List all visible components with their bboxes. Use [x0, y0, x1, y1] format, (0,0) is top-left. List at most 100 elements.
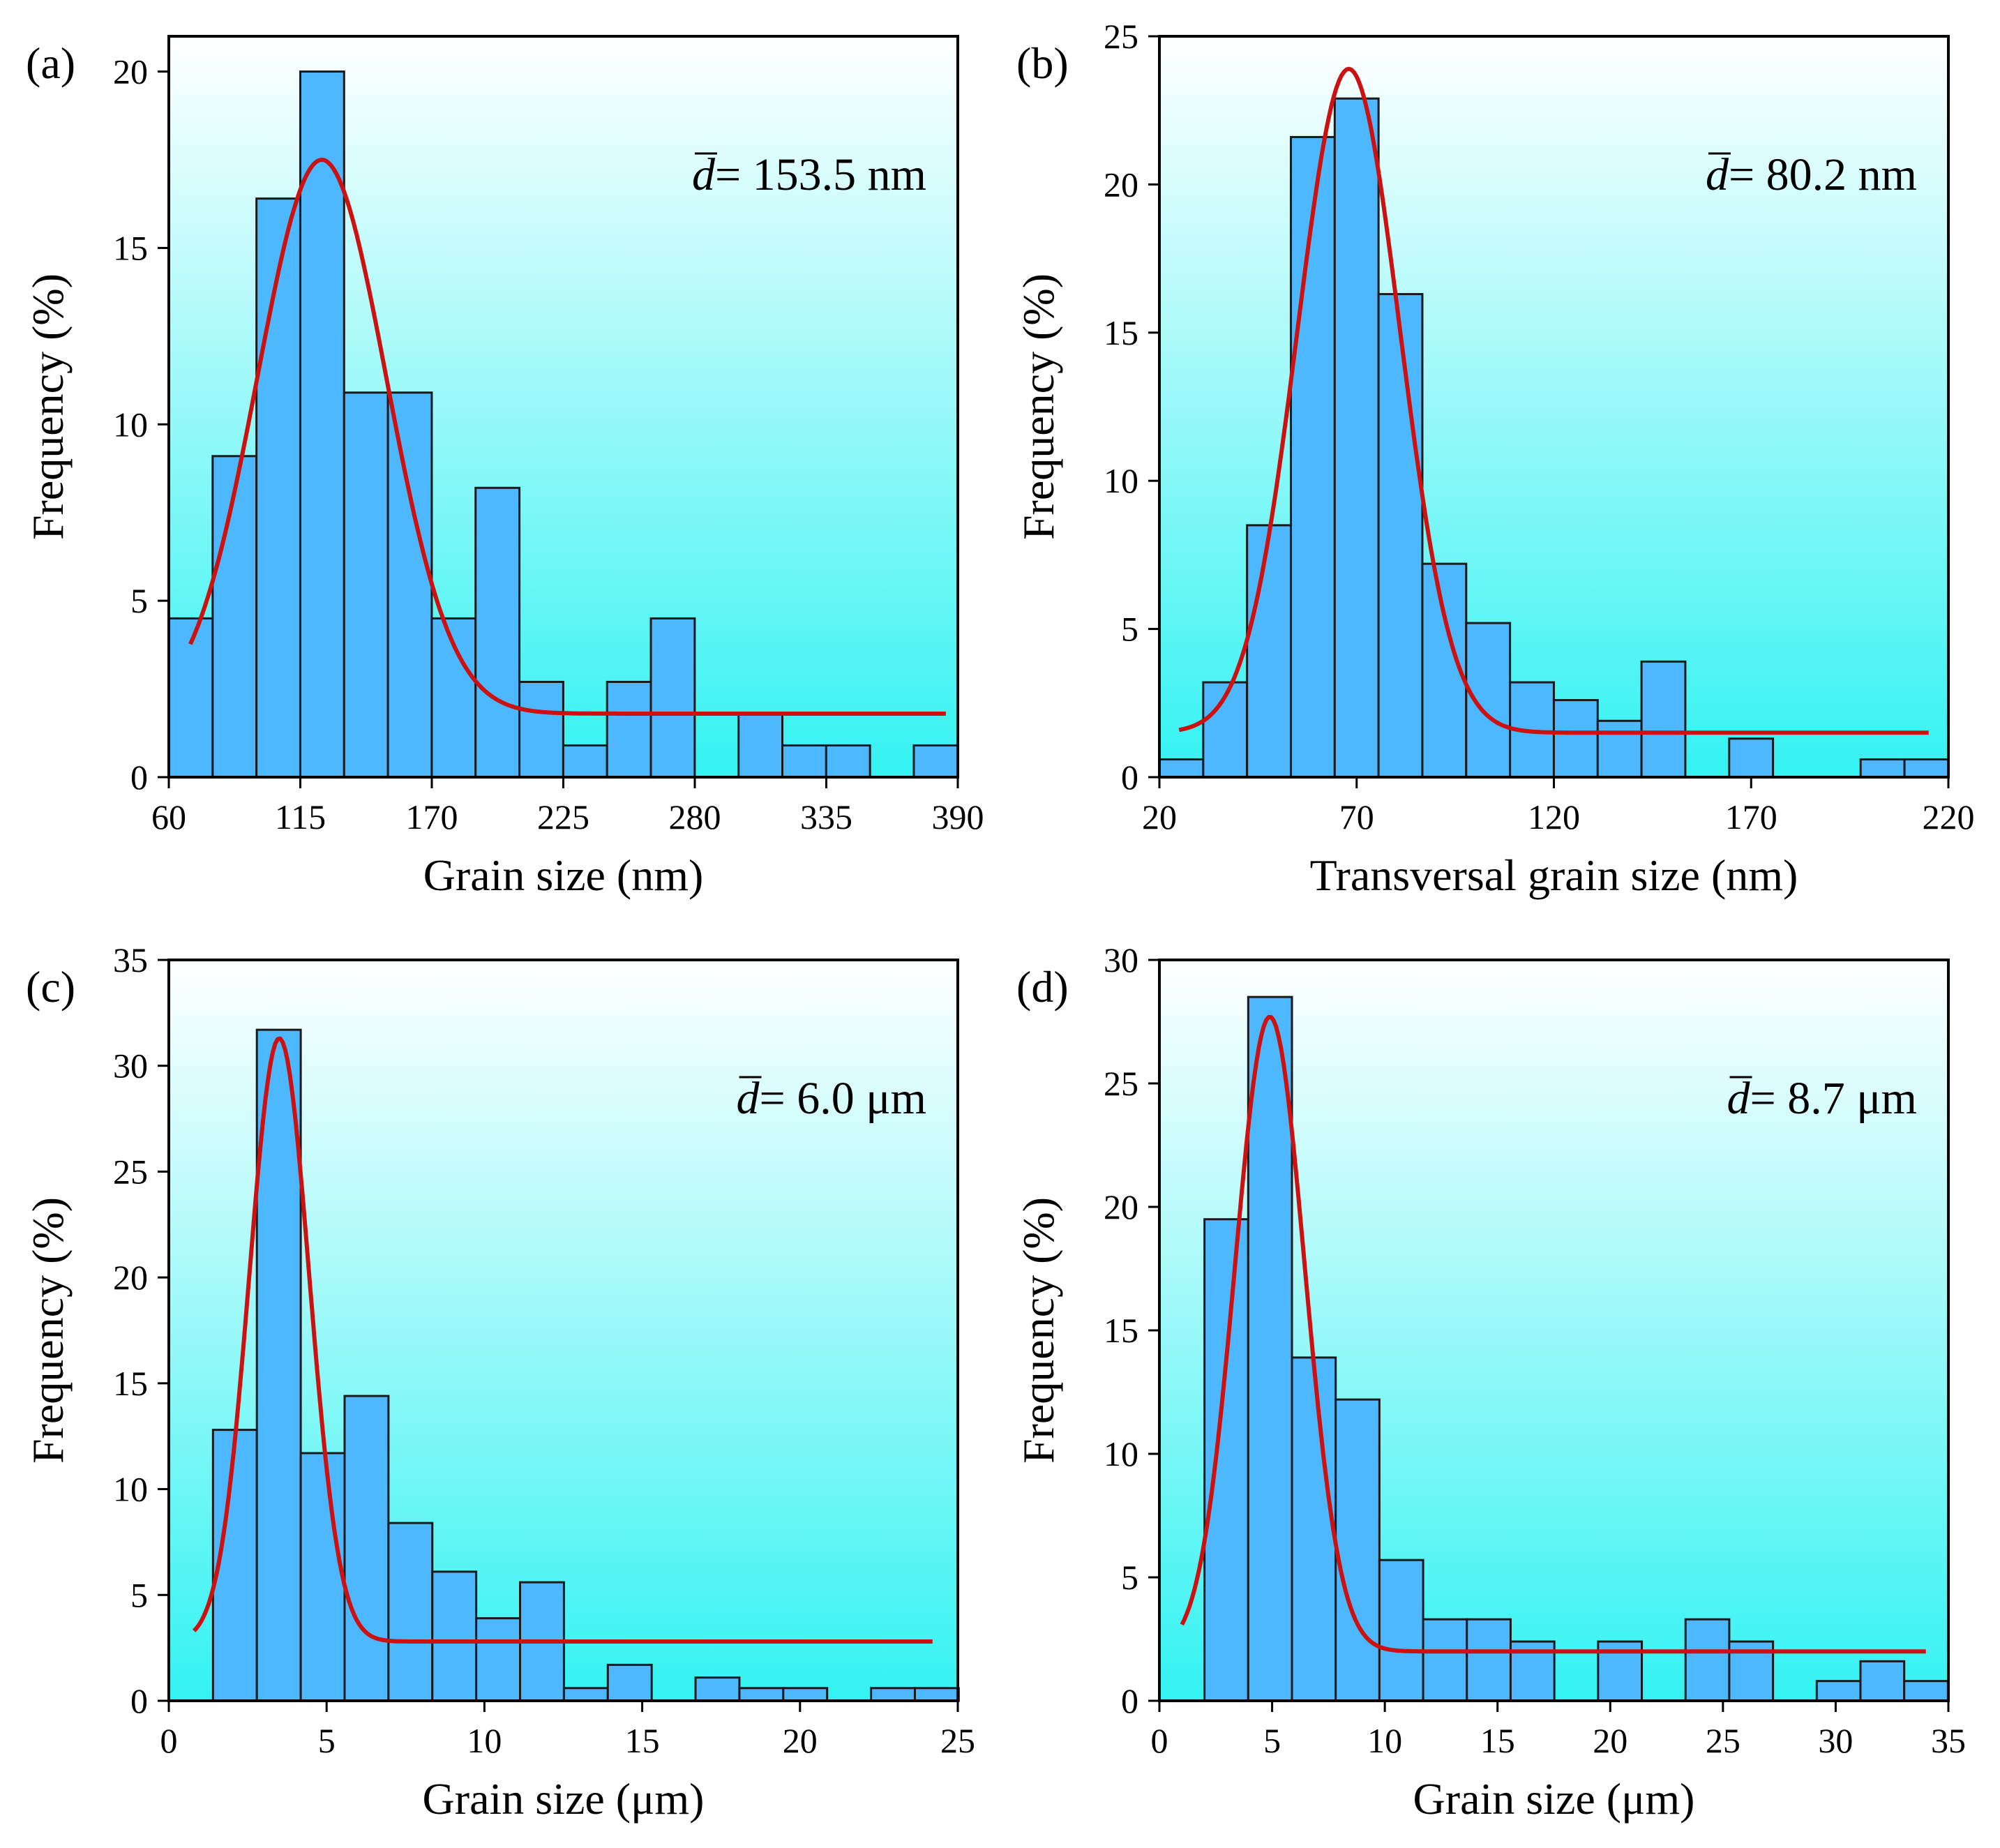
- y-tick-label-c-1: 5: [130, 1575, 148, 1614]
- y-tick-label-b-0: 0: [1121, 758, 1138, 797]
- mean-symbol-c: d: [737, 1073, 760, 1124]
- svg-text:d= 8.7 μm: d= 8.7 μm: [1727, 1073, 1917, 1124]
- bar-b-11: [1596, 719, 1643, 779]
- x-tick-label-a-2: 170: [406, 797, 458, 836]
- x-tick-label-b-4: 220: [1923, 797, 1975, 836]
- axis-ticks-b: 20 70 120 170 220 0 5 10 15 20 25: [1104, 17, 1975, 836]
- bar-a-2: [211, 455, 258, 779]
- y-tick-label-d-5: 25: [1104, 1064, 1138, 1103]
- x-axis-title-d: Grain size (μm): [1413, 1774, 1695, 1824]
- x-tick-label-d-7: 35: [1931, 1721, 1966, 1760]
- panel-label-d: (d): [1016, 962, 1069, 1012]
- bar-d-3: [1291, 1356, 1337, 1702]
- bar-c-13: [738, 1687, 785, 1702]
- y-tick-label-d-1: 5: [1121, 1558, 1138, 1597]
- y-tick-label-a-3: 15: [113, 228, 148, 267]
- mean-value-a: = 153.5 nm: [715, 149, 926, 200]
- bar-a-11: [606, 680, 652, 779]
- x-tick-label-d-0: 0: [1151, 1721, 1168, 1760]
- x-tick-label-a-6: 390: [932, 797, 984, 836]
- y-tick-label-d-4: 20: [1104, 1187, 1138, 1226]
- x-tick-label-a-1: 115: [275, 797, 326, 836]
- bar-c-6: [431, 1570, 478, 1702]
- bar-c-12: [694, 1676, 741, 1702]
- mean-symbol-b: d: [1706, 149, 1729, 200]
- y-tick-label-b-4: 20: [1104, 165, 1138, 204]
- bar-a-10: [562, 744, 608, 779]
- y-tick-label-b-3: 15: [1104, 313, 1138, 352]
- y-tick-label-c-2: 10: [113, 1470, 148, 1509]
- panel-label-a: (a): [26, 38, 75, 88]
- x-tick-label-d-4: 20: [1593, 1721, 1627, 1760]
- bar-d-6: [1422, 1618, 1468, 1702]
- x-axis-title-b: Transversal grain size (nm): [1310, 850, 1798, 900]
- y-tick-label-c-4: 20: [113, 1258, 148, 1297]
- bar-a-12: [649, 617, 696, 779]
- bar-d-4: [1334, 1398, 1381, 1702]
- y-tick-label-b-5: 25: [1104, 17, 1138, 56]
- bar-c-7: [475, 1617, 522, 1702]
- fit-curve-d: [1180, 1014, 1926, 1654]
- y-tick-label-a-2: 10: [113, 405, 148, 444]
- bar-b-5: [1333, 97, 1380, 779]
- fit-curve-b: [1178, 66, 1929, 735]
- x-tick-label-c-2: 10: [467, 1721, 502, 1760]
- panel-d: 0 5 10 15 20 25 30 35 0 5 10 15 20 25 30 (d) d= 8.7 μm…: [1014, 940, 1966, 1824]
- bar-b-1: [1158, 758, 1205, 779]
- y-tick-label-c-3: 15: [113, 1364, 148, 1403]
- y-axis-title-c: Frequency (%): [23, 1197, 73, 1464]
- x-tick-label-b-2: 120: [1528, 797, 1580, 836]
- x-tick-label-d-5: 25: [1706, 1721, 1740, 1760]
- y-tick-label-a-1: 5: [130, 581, 148, 620]
- panel-a: 60 115 170 225 280 335 390 0 5 10 15 20 (a) d= 153.…: [23, 35, 984, 900]
- y-tick-label-d-6: 30: [1104, 940, 1138, 979]
- mean-value-c: = 6.0 μm: [760, 1073, 926, 1124]
- x-tick-label-c-4: 20: [783, 1721, 818, 1760]
- bar-c-9: [562, 1687, 609, 1702]
- bar-d-16: [1859, 1660, 1906, 1702]
- bar-b-3: [1246, 524, 1292, 779]
- bar-a-1: [167, 617, 214, 779]
- y-tick-label-a-0: 0: [130, 758, 148, 797]
- bar-b-14: [1728, 737, 1775, 779]
- y-tick-label-d-3: 15: [1104, 1311, 1138, 1350]
- x-tick-label-c-5: 25: [940, 1721, 975, 1760]
- bar-d-7: [1466, 1618, 1512, 1702]
- bar-a-9: [518, 680, 564, 779]
- y-tick-label-c-6: 30: [113, 1046, 148, 1085]
- y-axis-title-d: Frequency (%): [1014, 1197, 1063, 1464]
- y-tick-label-d-2: 10: [1104, 1434, 1138, 1473]
- x-tick-label-c-0: 0: [160, 1721, 178, 1760]
- x-tick-label-b-3: 170: [1725, 797, 1777, 836]
- bar-c-4: [343, 1395, 390, 1702]
- x-tick-label-a-5: 335: [800, 797, 852, 836]
- y-tick-label-a-4: 20: [113, 52, 148, 91]
- bar-a-16: [825, 744, 871, 779]
- x-tick-label-d-2: 10: [1367, 1721, 1402, 1760]
- svg-text:d= 153.5 nm: d= 153.5 nm: [692, 149, 926, 200]
- panel-label-b: (b): [1016, 38, 1069, 88]
- x-tick-label-c-1: 5: [318, 1721, 336, 1760]
- bar-b-10: [1552, 699, 1599, 779]
- bar-d-5: [1378, 1558, 1424, 1702]
- axis-ticks-a: 60 115 170 225 280 335 390 0 5 10 15 20: [113, 52, 984, 836]
- bar-b-4: [1289, 135, 1336, 779]
- mean-value-d: = 8.7 μm: [1750, 1073, 1917, 1124]
- svg-text:d= 80.2 nm: d= 80.2 nm: [1706, 149, 1917, 200]
- bar-a-18: [912, 744, 959, 779]
- plot-frame-c: [167, 959, 959, 1702]
- panel-label-c: (c): [26, 962, 75, 1012]
- mean-symbol-d: d: [1727, 1073, 1751, 1124]
- x-tick-label-d-1: 5: [1263, 1721, 1281, 1760]
- bar-d-12: [1684, 1618, 1731, 1702]
- x-tick-label-a-4: 280: [669, 797, 721, 836]
- x-tick-label-c-3: 15: [625, 1721, 660, 1760]
- y-axis-title-a: Frequency (%): [23, 273, 73, 540]
- bar-a-15: [781, 744, 827, 779]
- y-tick-label-c-7: 35: [113, 940, 148, 979]
- bar-b-12: [1640, 660, 1687, 779]
- y-axis-title-b: Frequency (%): [1014, 273, 1063, 540]
- bar-c-10: [606, 1663, 653, 1702]
- y-tick-label-b-1: 5: [1121, 610, 1138, 649]
- mean-value-b: = 80.2 nm: [1729, 149, 1917, 200]
